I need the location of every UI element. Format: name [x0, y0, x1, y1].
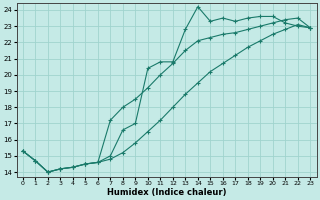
- X-axis label: Humidex (Indice chaleur): Humidex (Indice chaleur): [107, 188, 226, 197]
